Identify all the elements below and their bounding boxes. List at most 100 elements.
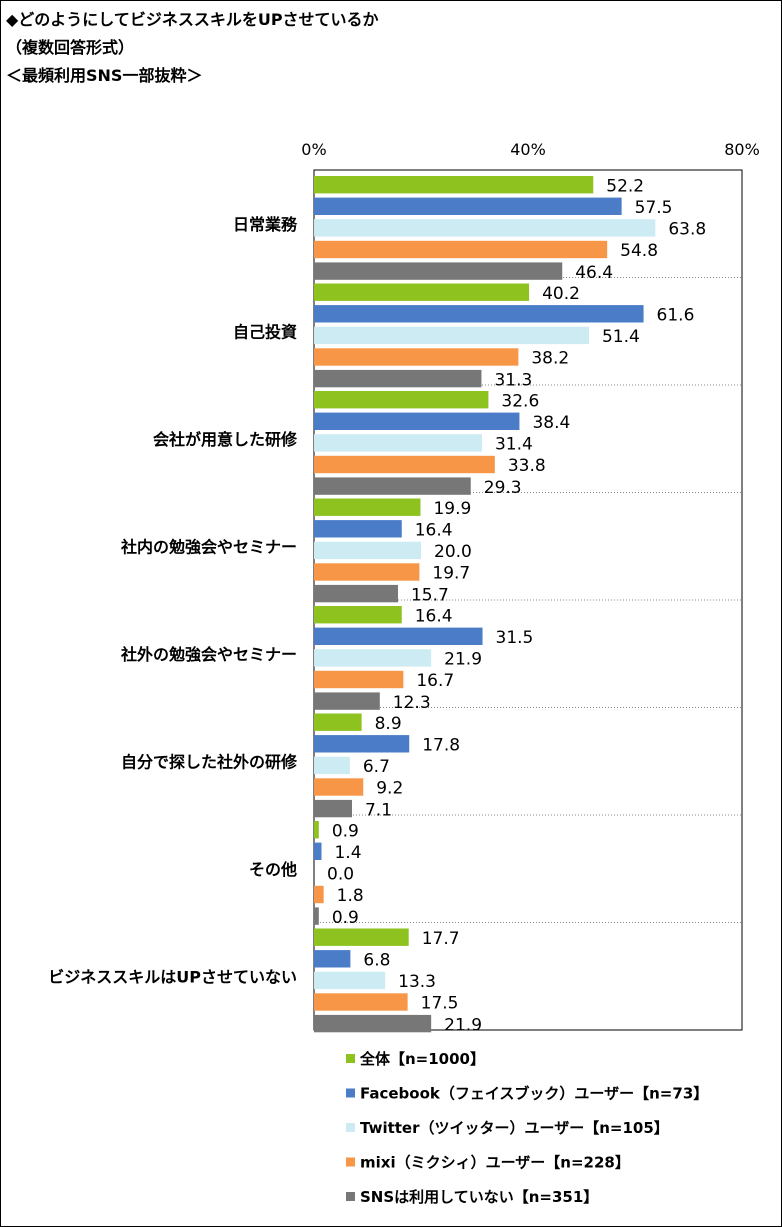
bar-5-item-2 xyxy=(314,477,471,495)
bar-2-item-5 xyxy=(314,735,410,753)
bar-3-item-5 xyxy=(314,756,350,775)
bar-2-item-3 xyxy=(314,520,402,538)
bar-3-item-4 xyxy=(314,649,432,667)
bar-4-item-4 xyxy=(314,670,404,689)
data-label-2-item-4: 31.5 xyxy=(496,628,534,648)
data-label-3-item-5: 6.7 xyxy=(363,757,390,777)
data-label-4-item-3: 19.7 xyxy=(432,564,470,584)
bar-5-item-7 xyxy=(314,1014,432,1033)
data-label-4-item-1: 38.2 xyxy=(531,349,569,369)
data-label-4-item-0: 54.8 xyxy=(620,241,658,261)
data-label-1-item-4: 16.4 xyxy=(415,606,453,626)
data-label-1-item-5: 8.9 xyxy=(375,714,402,734)
legend-swatch-1 xyxy=(346,1054,355,1063)
legend-label-1: 全体【n=1000】 xyxy=(359,1050,485,1068)
data-label-2-item-7: 6.8 xyxy=(363,951,390,971)
bar-3-item-1 xyxy=(314,326,589,345)
legend-label-4: mixi（ミクシィ）ユーザー【n=228】 xyxy=(360,1154,630,1172)
bar-1-item-0 xyxy=(314,176,594,194)
bar-5-item-5 xyxy=(314,799,352,818)
data-label-3-item-3: 20.0 xyxy=(434,542,472,562)
bar-4-item-7 xyxy=(314,993,408,1011)
bar-3-item-7 xyxy=(314,971,386,990)
bar-5-item-3 xyxy=(314,584,398,603)
bar-2-item-4 xyxy=(314,627,483,645)
category-label-item-0: 日常業務 xyxy=(233,215,298,234)
bar-1-item-5 xyxy=(314,713,362,731)
bar-1-item-6 xyxy=(314,821,319,839)
data-label-1-item-6: 0.9 xyxy=(332,821,359,841)
data-label-2-item-5: 17.8 xyxy=(422,736,460,756)
data-label-4-item-7: 17.5 xyxy=(421,994,459,1014)
legend-swatch-5 xyxy=(346,1192,355,1201)
bar-5-item-0 xyxy=(314,262,563,280)
bar-3-item-2 xyxy=(314,434,482,452)
bar-2-item-2 xyxy=(314,412,520,430)
data-label-4-item-5: 9.2 xyxy=(376,779,403,799)
x-tick-label-80: 80% xyxy=(724,140,760,159)
data-label-3-item-0: 63.8 xyxy=(668,220,706,240)
data-label-2-item-6: 1.4 xyxy=(334,843,361,863)
category-label-item-7: ビジネススキルはUPさせていない xyxy=(48,967,297,986)
data-label-5-item-3: 15.7 xyxy=(411,585,449,605)
bar-1-item-7 xyxy=(314,928,409,946)
category-label-item-2: 会社が用意した研修 xyxy=(153,430,298,449)
category-label-item-6: その他 xyxy=(249,860,297,879)
data-label-2-item-3: 16.4 xyxy=(415,521,453,541)
chart-subtitle: （複数回答形式） xyxy=(6,38,135,57)
data-label-3-item-7: 13.3 xyxy=(398,972,436,992)
bar-5-item-1 xyxy=(314,369,482,388)
category-label-item-4: 社外の勉強会やセミナー xyxy=(120,645,297,664)
bar-2-item-1 xyxy=(314,305,644,323)
data-label-5-item-4: 12.3 xyxy=(393,693,431,713)
category-label-item-1: 自己投資 xyxy=(233,322,297,341)
data-label-4-item-6: 1.8 xyxy=(337,886,364,906)
data-label-5-item-7: 21.9 xyxy=(444,1015,482,1035)
category-label-item-5: 自分で探した社外の研修 xyxy=(121,752,298,771)
bar-1-item-4 xyxy=(314,606,402,624)
data-label-5-item-5: 7.1 xyxy=(365,800,392,820)
legend-label-5: SNSは利用していない【n=351】 xyxy=(360,1188,598,1206)
bar-4-item-0 xyxy=(314,240,608,259)
data-label-5-item-1: 31.3 xyxy=(494,370,532,390)
bar-1-item-3 xyxy=(314,498,421,516)
data-label-3-item-2: 31.4 xyxy=(495,435,533,455)
data-label-1-item-0: 52.2 xyxy=(606,176,644,196)
legend-swatch-2 xyxy=(346,1088,355,1098)
x-tick-label-0: 0% xyxy=(301,140,326,159)
data-label-1-item-3: 19.9 xyxy=(433,499,471,519)
x-tick-label-40: 40% xyxy=(510,140,546,159)
bar-4-item-2 xyxy=(314,455,495,474)
bar-4-item-6 xyxy=(314,885,324,904)
bar-3-item-0 xyxy=(314,219,656,237)
data-label-5-item-6: 0.9 xyxy=(332,908,359,928)
chart-note: ＜最頻利用SNS一部抜粋＞ xyxy=(6,66,203,85)
bar-2-item-0 xyxy=(314,197,622,215)
category-label-item-3: 社内の勉強会やセミナー xyxy=(120,537,297,556)
data-label-3-item-1: 51.4 xyxy=(602,327,640,347)
data-label-1-item-7: 17.7 xyxy=(422,929,460,949)
data-label-2-item-2: 38.4 xyxy=(532,413,570,433)
data-label-3-item-6: 0.0 xyxy=(327,865,354,885)
bar-5-item-4 xyxy=(314,692,380,710)
data-label-2-item-0: 57.5 xyxy=(635,198,673,218)
legend-label-2: Facebook（フェイスブック）ユーザー【n=73】 xyxy=(360,1085,708,1103)
data-label-3-item-4: 21.9 xyxy=(444,650,482,670)
bar-2-item-7 xyxy=(314,950,351,968)
legend-swatch-3 xyxy=(346,1123,355,1132)
data-label-4-item-4: 16.7 xyxy=(416,671,454,691)
bar-4-item-3 xyxy=(314,563,420,581)
bar-5-item-6 xyxy=(314,907,319,925)
bar-1-item-1 xyxy=(314,283,530,301)
legend-swatch-4 xyxy=(346,1157,355,1167)
data-label-1-item-1: 40.2 xyxy=(542,284,580,304)
bar-1-item-2 xyxy=(314,391,489,409)
bar-4-item-1 xyxy=(314,348,519,366)
data-label-4-item-2: 33.8 xyxy=(508,456,546,476)
bar-4-item-5 xyxy=(314,778,364,796)
data-label-5-item-0: 46.4 xyxy=(575,263,613,283)
legend-label-3: Twitter（ツイッター）ユーザー【n=105】 xyxy=(360,1119,669,1137)
data-label-2-item-1: 61.6 xyxy=(657,306,695,326)
data-label-5-item-2: 29.3 xyxy=(484,478,522,498)
